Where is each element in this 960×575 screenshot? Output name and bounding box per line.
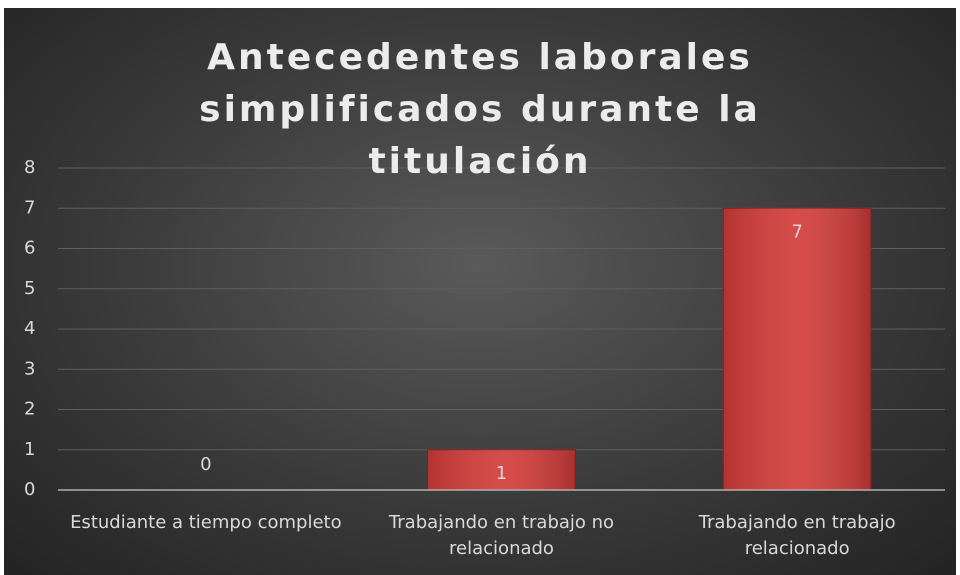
bar-shade (723, 208, 872, 490)
chart-title: Antecedentes laborales simplificados dur… (199, 37, 761, 182)
x-tick-label: Trabajando en trabajo relacionado (698, 512, 896, 559)
y-tick-label: 6 (24, 238, 35, 259)
y-tick-label: 7 (24, 197, 35, 218)
bar-shade (427, 449, 576, 490)
x-tick-label: Trabajando en trabajo no relacionado (388, 512, 615, 559)
y-tick-label: 0 (24, 479, 35, 500)
value-label: 0 (200, 454, 211, 475)
y-tick-label: 2 (24, 399, 35, 420)
y-tick-label: 8 (24, 157, 35, 178)
value-label: 7 (791, 221, 802, 242)
x-tick-label: Estudiante a tiempo completo (70, 512, 342, 533)
y-tick-label: 4 (24, 318, 35, 339)
y-tick-label: 3 (24, 358, 35, 379)
y-tick-label: 1 (24, 439, 35, 460)
y-tick-label: 5 (24, 278, 35, 299)
value-label: 1 (496, 463, 507, 484)
